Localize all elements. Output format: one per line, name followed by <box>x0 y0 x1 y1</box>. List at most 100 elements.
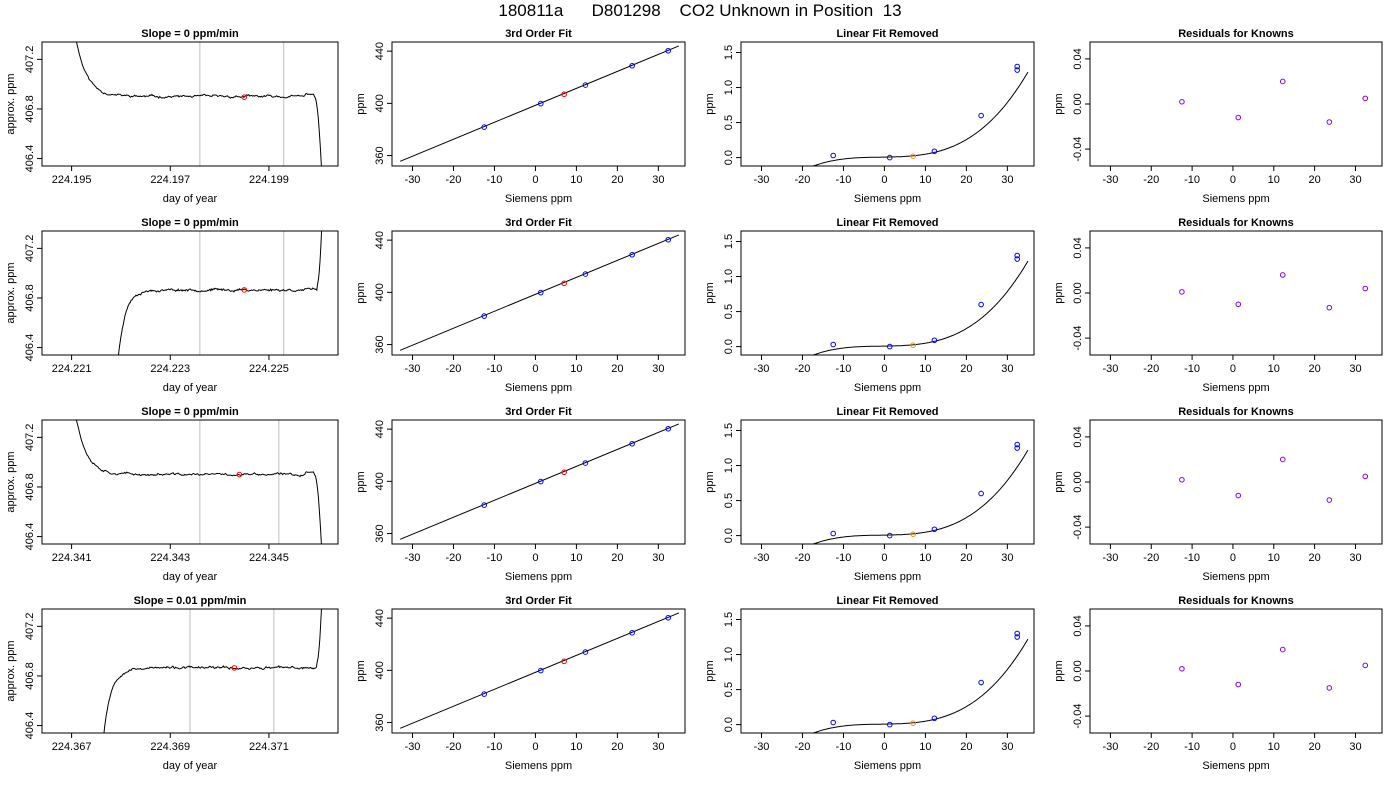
known-point <box>1014 445 1020 451</box>
known-point <box>978 112 984 119</box>
y-tick-label: 0.0 <box>723 528 735 543</box>
x-axis-label: day of year <box>163 193 218 205</box>
x-tick-label: 224.221 <box>52 363 92 375</box>
y-tick-label: 0.00 <box>1072 282 1084 303</box>
y-tick-label: 440 <box>374 609 386 627</box>
panel-title: Slope = 0 ppm/min <box>141 406 239 418</box>
x-tick-label: 0 <box>532 741 538 753</box>
page-title: 180811a D801298 CO2 Unknown in Position … <box>498 1 902 20</box>
known-point <box>481 124 488 130</box>
y-axis-label: approx. ppm <box>5 640 17 701</box>
x-tick-label: -10 <box>1184 363 1200 375</box>
x-tick-label: 224.343 <box>150 552 190 564</box>
known-point <box>481 313 488 319</box>
panel-data <box>812 63 1029 166</box>
x-tick-label: 10 <box>1268 174 1280 186</box>
panel-title: Linear Fit Removed <box>836 406 938 418</box>
unknown-point <box>561 91 567 98</box>
y-tick-label: 1.5 <box>723 612 735 627</box>
known-point <box>886 343 893 350</box>
panel-title: 3rd Order Fit <box>505 595 572 607</box>
panel-title: Residuals for Knowns <box>1178 595 1294 607</box>
x-tick-label: -30 <box>405 174 421 186</box>
x-tick-label: -10 <box>1184 174 1200 186</box>
y-tick-label: 360 <box>374 524 386 542</box>
x-tick-label: 224.199 <box>249 174 289 186</box>
x-tick-label: -10 <box>1184 552 1200 564</box>
y-tick-label: 400 <box>374 472 386 490</box>
known-point <box>665 425 671 432</box>
x-tick-label: 20 <box>611 363 623 375</box>
x-axis-label: Siemens ppm <box>1202 193 1269 205</box>
known-point <box>886 532 893 539</box>
x-tick-label: 20 <box>960 552 972 564</box>
x-tick-label: 30 <box>1001 363 1013 375</box>
y-tick-label: 0.00 <box>1072 471 1084 492</box>
panel-data <box>400 612 680 729</box>
panel-data <box>76 42 322 166</box>
y-tick-label: 360 <box>374 146 386 164</box>
known-point <box>1235 492 1242 499</box>
y-tick-label: 407.2 <box>24 613 36 641</box>
y-axis-label: ppm <box>1053 282 1065 303</box>
known-point <box>1179 289 1185 295</box>
panel-linres-row-2: Linear Fit Removed -30 -20 -10 0 10 20 30 0.0 0.5… <box>704 217 1035 394</box>
known-point <box>537 289 544 296</box>
fit-line <box>400 45 680 162</box>
window-mean-point <box>241 94 248 100</box>
x-tick-label: 224.369 <box>150 741 190 753</box>
x-tick-label: 10 <box>570 552 582 564</box>
y-tick-label: 360 <box>374 335 386 353</box>
x-tick-label: 30 <box>1349 174 1361 186</box>
x-tick-label: 20 <box>611 741 623 753</box>
y-tick-label: 0.00 <box>1072 660 1084 681</box>
known-point <box>1014 634 1020 640</box>
y-tick-label: 0.5 <box>723 304 735 319</box>
panel-title: Slope = 0 ppm/min <box>141 28 239 40</box>
y-tick-label: 406.4 <box>24 712 36 740</box>
timeseries-line <box>75 420 322 544</box>
plot-frame <box>391 41 686 167</box>
known-point <box>931 526 938 533</box>
unknown-point <box>561 280 567 287</box>
panel-knownres-row-1: Residuals for Knowns -30 -20 -10 0 10 20 30 -0.0… <box>1053 28 1383 205</box>
y-tick-label: 0.04 <box>1072 615 1084 636</box>
y-tick-label: 0.5 <box>723 682 735 697</box>
panel-fit-row-3: 3rd Order Fit -30 -20 -10 0 10 20 30 360 400 440 Si… <box>355 406 686 583</box>
unknown-point <box>910 342 916 348</box>
x-tick-label: -10 <box>835 363 851 375</box>
known-point <box>1279 78 1286 85</box>
x-tick-label: 20 <box>1308 174 1320 186</box>
panel-title: 3rd Order Fit <box>505 28 572 40</box>
timeseries-line <box>117 231 323 355</box>
x-tick-label: -20 <box>446 741 462 753</box>
panel-linres-row-4: Linear Fit Removed -30 -20 -10 0 10 20 30 0.0 0.5… <box>704 595 1035 772</box>
panel-knownres-row-3: Residuals for Knowns -30 -20 -10 0 10 20 30 -0.0… <box>1053 406 1383 583</box>
x-tick-label: 224.223 <box>150 363 190 375</box>
x-tick-label: 30 <box>1349 552 1361 564</box>
y-axis-label: ppm <box>704 471 716 492</box>
plot-frame <box>391 608 686 734</box>
cubic-fit-curve <box>812 260 1029 355</box>
known-point <box>886 154 893 161</box>
known-point <box>1235 301 1242 308</box>
known-point <box>830 152 837 159</box>
x-tick-label: 30 <box>652 741 664 753</box>
panel-title: Slope = 0.01 ppm/min <box>134 595 247 607</box>
y-tick-label: 1.0 <box>723 647 735 662</box>
x-tick-label: 0 <box>532 363 538 375</box>
known-point <box>830 530 837 537</box>
x-tick-label: 224.197 <box>150 174 190 186</box>
panel-linres-row-3: Linear Fit Removed -30 -20 -10 0 10 20 30 0.0 0.5… <box>704 406 1035 583</box>
plot-frame <box>1089 41 1383 167</box>
known-point <box>1179 476 1185 483</box>
y-tick-label: 1.5 <box>723 45 735 60</box>
x-tick-label: -20 <box>795 741 811 753</box>
y-axis-label: ppm <box>704 282 716 303</box>
x-axis-label: Siemens ppm <box>505 760 572 772</box>
panel-timeseries-row-2: Slope = 0 ppm/min 224.221 224.223 224.225 40… <box>5 217 339 394</box>
x-tick-label: 224.345 <box>249 552 289 564</box>
x-tick-label: 10 <box>1268 363 1280 375</box>
cubic-fit-curve <box>812 449 1029 544</box>
x-tick-label: 0 <box>881 741 887 753</box>
